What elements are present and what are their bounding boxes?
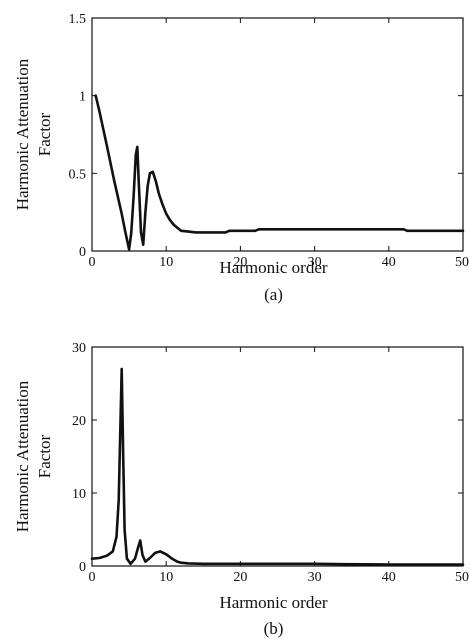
x-tick-label: 50	[455, 570, 469, 585]
y-tick-label: 0	[79, 245, 86, 260]
x-tick-label: 20	[233, 255, 247, 270]
x-tick-label: 10	[159, 255, 173, 270]
x-tick-label: 40	[382, 255, 396, 270]
x-tick-label: 30	[308, 255, 322, 270]
panel-caption: (a)	[264, 285, 283, 304]
plot-frame	[91, 17, 464, 252]
panel-b: 0 10 20 30 40 50 0 10 20 30 Harmonic order Harmonic…	[13, 341, 469, 638]
y-axis-label-line-1: Harmonic Attenuation	[13, 58, 32, 210]
y-tick-label: 10	[72, 487, 86, 502]
y-tick-label: 1	[79, 90, 86, 105]
x-tick-label: 40	[382, 570, 396, 585]
panel-caption: (b)	[264, 619, 284, 638]
x-axis-label: Harmonic order	[219, 593, 327, 612]
x-tick-label: 30	[308, 570, 322, 585]
series-line	[90, 367, 465, 566]
x-tick-label: 0	[89, 570, 96, 585]
y-tick-label: 0.5	[69, 167, 87, 182]
x-tick-label: 0	[89, 255, 96, 270]
y-axis-label-line-2: Factor	[35, 112, 54, 156]
y-tick-label: 0	[79, 560, 86, 575]
panel-a: 0 10 20 30 40 50 0 0.5 1 1.5 Harmonic order Harmoni…	[13, 12, 469, 304]
x-tick-label: 10	[159, 570, 173, 585]
y-tick-label: 30	[72, 341, 86, 356]
x-tick-label: 50	[455, 255, 469, 270]
x-axis-label: Harmonic order	[219, 258, 327, 277]
y-axis-label-line-2: Factor	[35, 434, 54, 478]
x-tick-label: 20	[233, 570, 247, 585]
y-tick-label: 1.5	[69, 12, 87, 27]
series-line	[94, 94, 465, 251]
y-axis-label-line-1: Harmonic Attenuation	[13, 380, 32, 532]
plot-frame	[91, 346, 464, 567]
y-tick-label: 20	[72, 414, 86, 429]
